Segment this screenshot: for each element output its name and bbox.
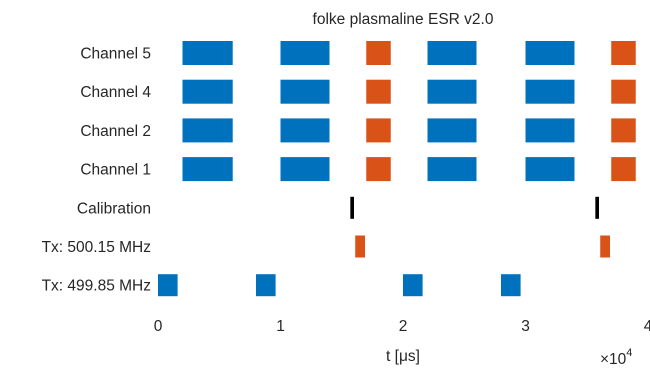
bar-segment bbox=[355, 235, 366, 258]
bar-segment bbox=[158, 274, 178, 297]
y-tick-label: Channel 4 bbox=[80, 84, 151, 101]
bar-segment bbox=[525, 118, 575, 143]
bar-segment bbox=[595, 196, 599, 219]
bar-segment bbox=[280, 41, 330, 65]
bar-segment bbox=[525, 157, 575, 182]
bar-segment bbox=[366, 41, 391, 65]
y-tick-label: Channel 5 bbox=[80, 46, 151, 63]
x-axis-label: t [μs] bbox=[386, 348, 420, 365]
x-tick-label: 4 bbox=[644, 318, 650, 335]
bar-segment bbox=[611, 157, 636, 182]
x-tick-label: 3 bbox=[521, 318, 530, 335]
x-multiplier-base: ×10 bbox=[600, 351, 627, 368]
bar-segment bbox=[427, 41, 477, 65]
x-tick-label: 2 bbox=[399, 318, 408, 335]
y-tick-label: Channel 1 bbox=[80, 162, 151, 179]
y-tick-label: Tx: 499.85 MHz bbox=[42, 278, 151, 295]
x-tick-label: 1 bbox=[276, 318, 285, 335]
bar-segment bbox=[256, 274, 276, 297]
x-axis-multiplier: ×104 bbox=[600, 347, 632, 368]
bar-segment bbox=[366, 79, 391, 104]
bar-segment bbox=[525, 41, 575, 65]
bar-segment bbox=[350, 196, 354, 219]
bar-segment bbox=[427, 157, 477, 182]
bar-segment bbox=[611, 79, 636, 104]
y-axis-labels: Channel 5 Channel 4 Channel 2 Channel 1 Cali… bbox=[42, 46, 152, 295]
x-axis: 0 1 2 3 4 bbox=[154, 318, 650, 335]
bar-segment bbox=[611, 118, 636, 143]
bar-segment bbox=[600, 235, 611, 258]
bar-segment bbox=[182, 41, 233, 65]
bar-segment bbox=[280, 118, 330, 143]
bar-segment bbox=[403, 274, 423, 297]
bar-segment bbox=[182, 157, 233, 182]
bar-segment bbox=[366, 118, 391, 143]
y-tick-label: Calibration bbox=[77, 200, 151, 217]
bar-segment bbox=[182, 79, 233, 104]
y-tick-label: Channel 2 bbox=[80, 123, 151, 140]
bar-segment bbox=[501, 274, 521, 297]
x-multiplier-exponent: 4 bbox=[626, 347, 632, 359]
bar-segment bbox=[280, 157, 330, 182]
y-tick-label: Tx: 500.15 MHz bbox=[42, 239, 151, 256]
bar-segment bbox=[427, 118, 477, 143]
bar-segment bbox=[366, 157, 391, 182]
bar-segment bbox=[427, 79, 477, 104]
bar-segment bbox=[611, 41, 636, 65]
bar-segment bbox=[525, 79, 575, 104]
plot-bars bbox=[158, 41, 636, 297]
chart-title: folke plasmaline ESR v2.0 bbox=[313, 11, 494, 28]
bar-segment bbox=[182, 118, 233, 143]
bar-segment bbox=[280, 79, 330, 104]
x-tick-label: 0 bbox=[154, 318, 163, 335]
